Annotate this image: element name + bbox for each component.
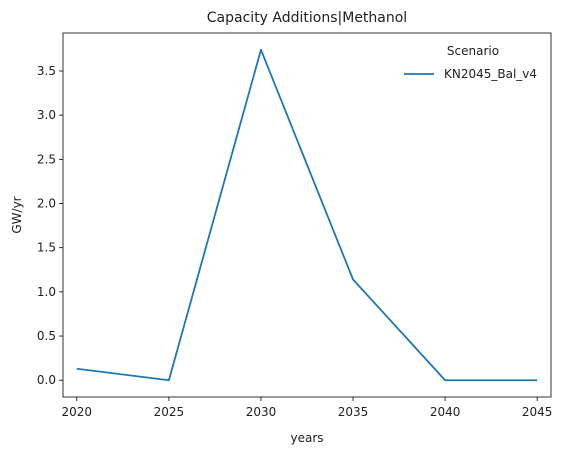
y-tick-label: 1.0 <box>37 285 56 299</box>
x-tick-label: 2030 <box>246 405 277 419</box>
legend-entry-label: KN2045_Bal_v4 <box>444 67 537 81</box>
y-tick-label: 3.5 <box>37 64 56 78</box>
y-axis-label: GW/yr <box>10 196 24 233</box>
y-tick-label: 0.0 <box>37 373 56 387</box>
series-layer <box>76 48 538 382</box>
x-tick-label: 2025 <box>154 405 185 419</box>
chart-title: Capacity Additions|Methanol <box>207 10 407 26</box>
y-tick-label: 3.0 <box>37 108 56 122</box>
y-tick-label: 1.5 <box>37 241 56 255</box>
x-tick-label: 2035 <box>338 405 369 419</box>
y-tick-label: 2.0 <box>37 197 56 211</box>
y-tick-label: 0.5 <box>37 329 56 343</box>
x-axis-label: years <box>290 431 323 445</box>
legend-title: Scenario <box>447 44 499 58</box>
plot-area <box>62 32 552 398</box>
x-tick-label: 2040 <box>430 405 461 419</box>
legend: Scenario KN2045_Bal_v4 <box>404 44 537 81</box>
y-axis: 0.0 0.5 1.0 1.5 2.0 2.5 3.0 3.5 <box>37 64 63 387</box>
x-tick-label: 2045 <box>522 405 553 419</box>
y-tick-label: 2.5 <box>37 152 56 166</box>
x-tick-label: 2020 <box>62 405 93 419</box>
x-axis: 2020 2025 2030 2035 2040 2045 <box>62 397 553 419</box>
series-line <box>76 48 538 382</box>
